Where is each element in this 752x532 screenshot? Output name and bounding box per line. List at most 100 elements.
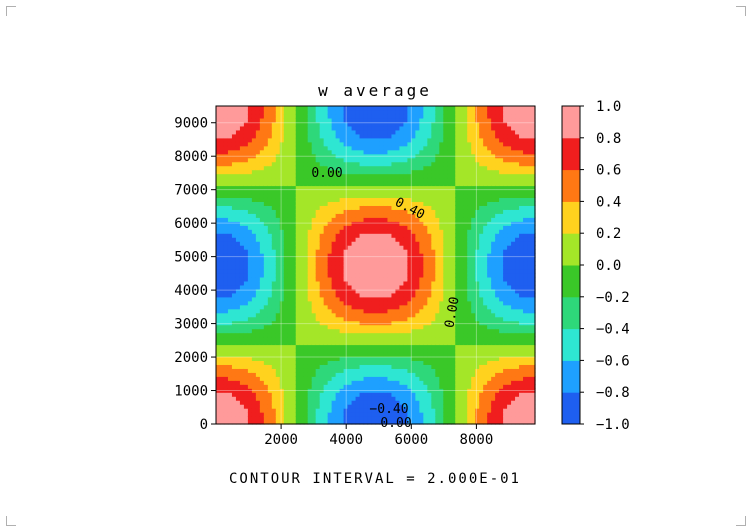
field-cell <box>219 360 225 365</box>
field-cell <box>443 304 448 310</box>
field-cell <box>335 296 341 302</box>
field-cell <box>455 225 460 230</box>
field-cell <box>371 137 377 143</box>
field-cell <box>431 396 436 401</box>
field-cell <box>379 153 385 159</box>
field-cell <box>447 280 452 286</box>
field-cell <box>227 344 233 350</box>
field-cell <box>267 265 273 270</box>
field-cell <box>227 113 233 119</box>
field-cell <box>307 237 313 242</box>
field-cell <box>447 276 452 282</box>
field-cell <box>327 276 333 282</box>
field-cell <box>431 340 436 346</box>
field-cell <box>307 261 313 266</box>
field-cell <box>239 117 245 123</box>
field-cell <box>455 157 460 163</box>
field-cell <box>255 332 261 338</box>
field-cell <box>216 304 221 310</box>
field-cell <box>331 328 337 334</box>
field-cell <box>251 400 257 405</box>
field-cell <box>267 209 273 214</box>
field-cell <box>243 284 249 290</box>
field-cell <box>283 106 289 111</box>
field-cell <box>363 193 369 199</box>
field-cell <box>423 161 428 167</box>
field-cell <box>415 372 420 377</box>
field-cell <box>291 408 297 413</box>
field-cell <box>251 268 257 274</box>
field-cell <box>391 129 397 135</box>
field-cell <box>319 113 325 119</box>
field-cell <box>255 257 261 262</box>
field-cell <box>435 173 440 179</box>
field-cell <box>291 121 297 127</box>
field-cell <box>303 412 309 417</box>
field-cell <box>307 185 313 191</box>
field-cell <box>275 292 281 298</box>
field-cell <box>219 272 225 278</box>
field-cell <box>339 416 345 421</box>
field-cell <box>451 106 456 111</box>
field-cell <box>311 261 317 266</box>
field-cell <box>275 173 281 179</box>
field-cell <box>319 233 325 238</box>
field-cell <box>219 133 225 139</box>
field-cell <box>323 141 329 147</box>
field-cell <box>435 169 440 175</box>
field-cell <box>251 340 257 346</box>
field-cell <box>427 125 432 131</box>
field-cell <box>271 376 277 381</box>
field-cell <box>279 106 285 111</box>
field-cell <box>243 257 249 262</box>
field-cell <box>279 261 285 266</box>
field-cell <box>459 392 464 397</box>
field-cell <box>391 308 397 314</box>
field-cell <box>435 412 440 417</box>
field-cell <box>239 213 245 218</box>
field-cell <box>363 201 369 206</box>
field-cell <box>219 109 225 115</box>
field-cell <box>439 296 444 302</box>
field-cell <box>387 109 393 115</box>
field-cell <box>403 121 408 127</box>
field-cell <box>339 133 345 139</box>
field-cell <box>447 420 452 425</box>
field-cell <box>351 237 357 242</box>
field-cell <box>339 201 345 206</box>
field-cell <box>279 304 285 310</box>
field-cell <box>263 117 269 123</box>
field-cell <box>419 249 424 254</box>
field-cell <box>343 153 349 159</box>
field-cell <box>443 324 448 330</box>
field-cell <box>271 217 277 222</box>
field-cell <box>219 356 225 361</box>
field-cell <box>343 249 349 254</box>
field-cell <box>239 229 245 234</box>
field-cell <box>311 320 317 326</box>
field-cell <box>395 328 401 334</box>
field-cell <box>259 356 265 361</box>
field-cell <box>439 304 444 310</box>
field-cell <box>231 384 237 389</box>
field-cell <box>375 249 381 254</box>
field-cell <box>243 368 249 373</box>
field-cell <box>327 400 333 405</box>
field-cell <box>231 412 237 417</box>
field-cell <box>219 161 225 167</box>
field-cell <box>283 340 289 346</box>
field-cell <box>247 233 253 238</box>
field-cell <box>259 304 265 310</box>
field-cell <box>219 217 225 222</box>
field-cell <box>407 129 412 135</box>
field-cell <box>371 372 377 377</box>
field-cell <box>387 225 393 230</box>
field-cell <box>431 189 436 195</box>
field-cell <box>247 117 253 123</box>
field-cell <box>459 161 464 167</box>
field-cell <box>295 348 301 354</box>
field-cell <box>247 404 253 409</box>
field-cell <box>431 149 436 155</box>
field-cell <box>287 137 293 143</box>
field-cell <box>455 109 460 115</box>
